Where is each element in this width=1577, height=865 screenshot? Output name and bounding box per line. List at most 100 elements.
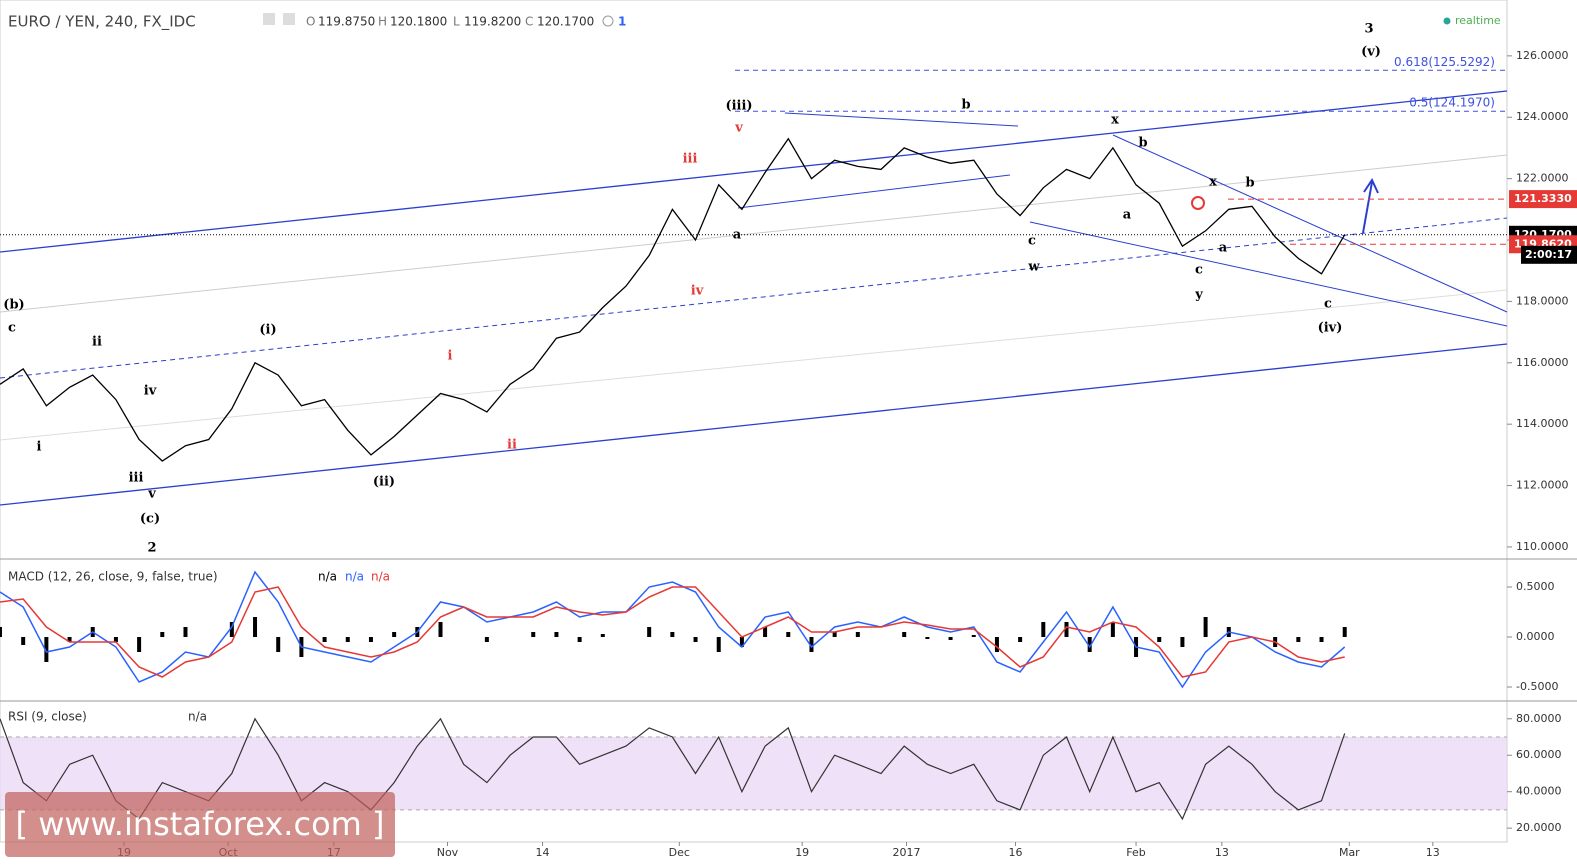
y-tick-label: 114.0000 bbox=[1516, 417, 1569, 430]
histogram-bar bbox=[484, 637, 489, 642]
histogram-bar bbox=[577, 637, 582, 642]
histogram-bar bbox=[739, 637, 744, 647]
wave-label: y bbox=[1194, 288, 1203, 303]
y-tick-label: 112.0000 bbox=[1516, 479, 1569, 492]
y-tick-label: 60.0000 bbox=[1516, 748, 1562, 761]
wave-label: (b) bbox=[3, 298, 24, 313]
histogram-bar bbox=[1203, 617, 1208, 637]
panel-status: n/a bbox=[318, 570, 337, 584]
wave-label: b bbox=[961, 98, 970, 113]
arrow-head bbox=[1363, 177, 1379, 194]
histogram-bar bbox=[600, 634, 605, 637]
histogram-bar bbox=[229, 622, 234, 637]
wave-label: c bbox=[8, 321, 16, 336]
x-tick-label: Dec bbox=[669, 846, 690, 859]
trend-line bbox=[1112, 134, 1508, 313]
histogram-bar bbox=[971, 635, 976, 637]
trend-line bbox=[0, 343, 1508, 506]
histogram-bar bbox=[160, 632, 165, 637]
wave-label: x bbox=[1111, 113, 1119, 128]
ohlc: H bbox=[378, 15, 387, 29]
ohlc: 119.8750 bbox=[318, 15, 375, 29]
wave-label: v bbox=[734, 121, 743, 136]
wave-label: iii bbox=[129, 471, 144, 486]
watermark: [ www.instaforex.com ] bbox=[16, 805, 385, 843]
macd-line bbox=[0, 570, 1346, 689]
histogram-bar bbox=[994, 637, 999, 652]
histogram-bar bbox=[137, 637, 142, 652]
y-tick-label: -0.5000 bbox=[1516, 680, 1558, 693]
histogram-bar bbox=[253, 617, 258, 637]
panel-title: MACD (12, 26, close, 9, false, true) bbox=[8, 570, 218, 584]
wave-label: iii bbox=[683, 152, 698, 167]
wave-label: (c) bbox=[140, 512, 160, 527]
wave-label: i bbox=[448, 349, 453, 364]
macd-line bbox=[0, 586, 1345, 678]
realtime-dot bbox=[1443, 17, 1451, 25]
x-tick-label: 19 bbox=[795, 846, 809, 859]
histogram-bar bbox=[183, 627, 188, 637]
trend-line bbox=[0, 154, 1508, 313]
histogram-bar bbox=[368, 637, 373, 642]
histogram-bar bbox=[647, 627, 652, 637]
x-tick-label: Mar bbox=[1339, 846, 1360, 859]
fib-label: 0.5(124.1970) bbox=[1409, 96, 1495, 110]
y-tick-label: 40.0000 bbox=[1516, 785, 1562, 798]
histogram-bar bbox=[67, 637, 72, 642]
plot-frame bbox=[0, 0, 1508, 843]
histogram-bar bbox=[44, 637, 49, 662]
y-tick-label: 126.0000 bbox=[1516, 49, 1569, 62]
trend-line bbox=[784, 112, 1019, 127]
histogram-bar bbox=[948, 637, 953, 640]
arrow bbox=[1362, 181, 1373, 234]
ohlc: L bbox=[453, 15, 460, 29]
wave-label: (v) bbox=[1361, 45, 1381, 60]
histogram-bar bbox=[1296, 637, 1301, 642]
rsi-line bbox=[0, 717, 1346, 821]
histogram-bar bbox=[925, 637, 930, 639]
wave-label: x bbox=[1209, 175, 1217, 190]
wave-label: v bbox=[147, 487, 156, 502]
trend-lines bbox=[0, 90, 1508, 506]
wave-label: c bbox=[1324, 297, 1332, 312]
histogram-bar bbox=[1041, 622, 1046, 637]
wave-label: ii bbox=[92, 335, 102, 350]
trend-line bbox=[1029, 221, 1508, 327]
histogram-bar bbox=[531, 632, 536, 637]
histogram-bar bbox=[693, 637, 698, 642]
icon[interactable] bbox=[283, 13, 295, 25]
wave-label: 3 bbox=[1364, 22, 1373, 37]
y-tick-label: 0.5000 bbox=[1516, 580, 1555, 593]
histogram-bar bbox=[345, 637, 350, 642]
trend-line bbox=[0, 90, 1508, 253]
countdown: 2:00:17 bbox=[1525, 248, 1572, 261]
trend-line bbox=[0, 289, 1508, 441]
histogram-bar bbox=[276, 637, 281, 652]
wave-label: iv bbox=[691, 284, 704, 299]
histogram-bar bbox=[322, 637, 327, 642]
histogram-bar bbox=[1319, 637, 1324, 642]
histogram-bar bbox=[21, 637, 26, 645]
wave-label: b bbox=[1138, 136, 1147, 151]
wave-label: a bbox=[1219, 241, 1228, 256]
histogram-bar bbox=[1064, 622, 1069, 637]
x-tick-label: 13 bbox=[1215, 846, 1229, 859]
y-tick-label: 0.0000 bbox=[1516, 630, 1555, 643]
wave-label: (iv) bbox=[1318, 321, 1343, 336]
histogram-bar bbox=[832, 632, 837, 637]
wave-label: b bbox=[1245, 176, 1254, 191]
wave-label: a bbox=[1123, 208, 1132, 223]
y-tick-label: 110.0000 bbox=[1516, 540, 1569, 553]
icon[interactable] bbox=[602, 15, 614, 27]
histogram-bar bbox=[1018, 637, 1023, 642]
x-tick-label: Feb bbox=[1126, 846, 1145, 859]
histogram-bar bbox=[554, 632, 559, 637]
y-tick-label: 80.0000 bbox=[1516, 712, 1562, 725]
icon[interactable] bbox=[263, 13, 275, 25]
price-label-box bbox=[1509, 190, 1577, 209]
histogram-bar bbox=[392, 632, 397, 637]
histogram-bar bbox=[113, 637, 118, 642]
ohlc: 120.1800 bbox=[390, 15, 447, 29]
wave-label: c bbox=[1028, 234, 1036, 249]
histogram-bar bbox=[438, 622, 443, 637]
